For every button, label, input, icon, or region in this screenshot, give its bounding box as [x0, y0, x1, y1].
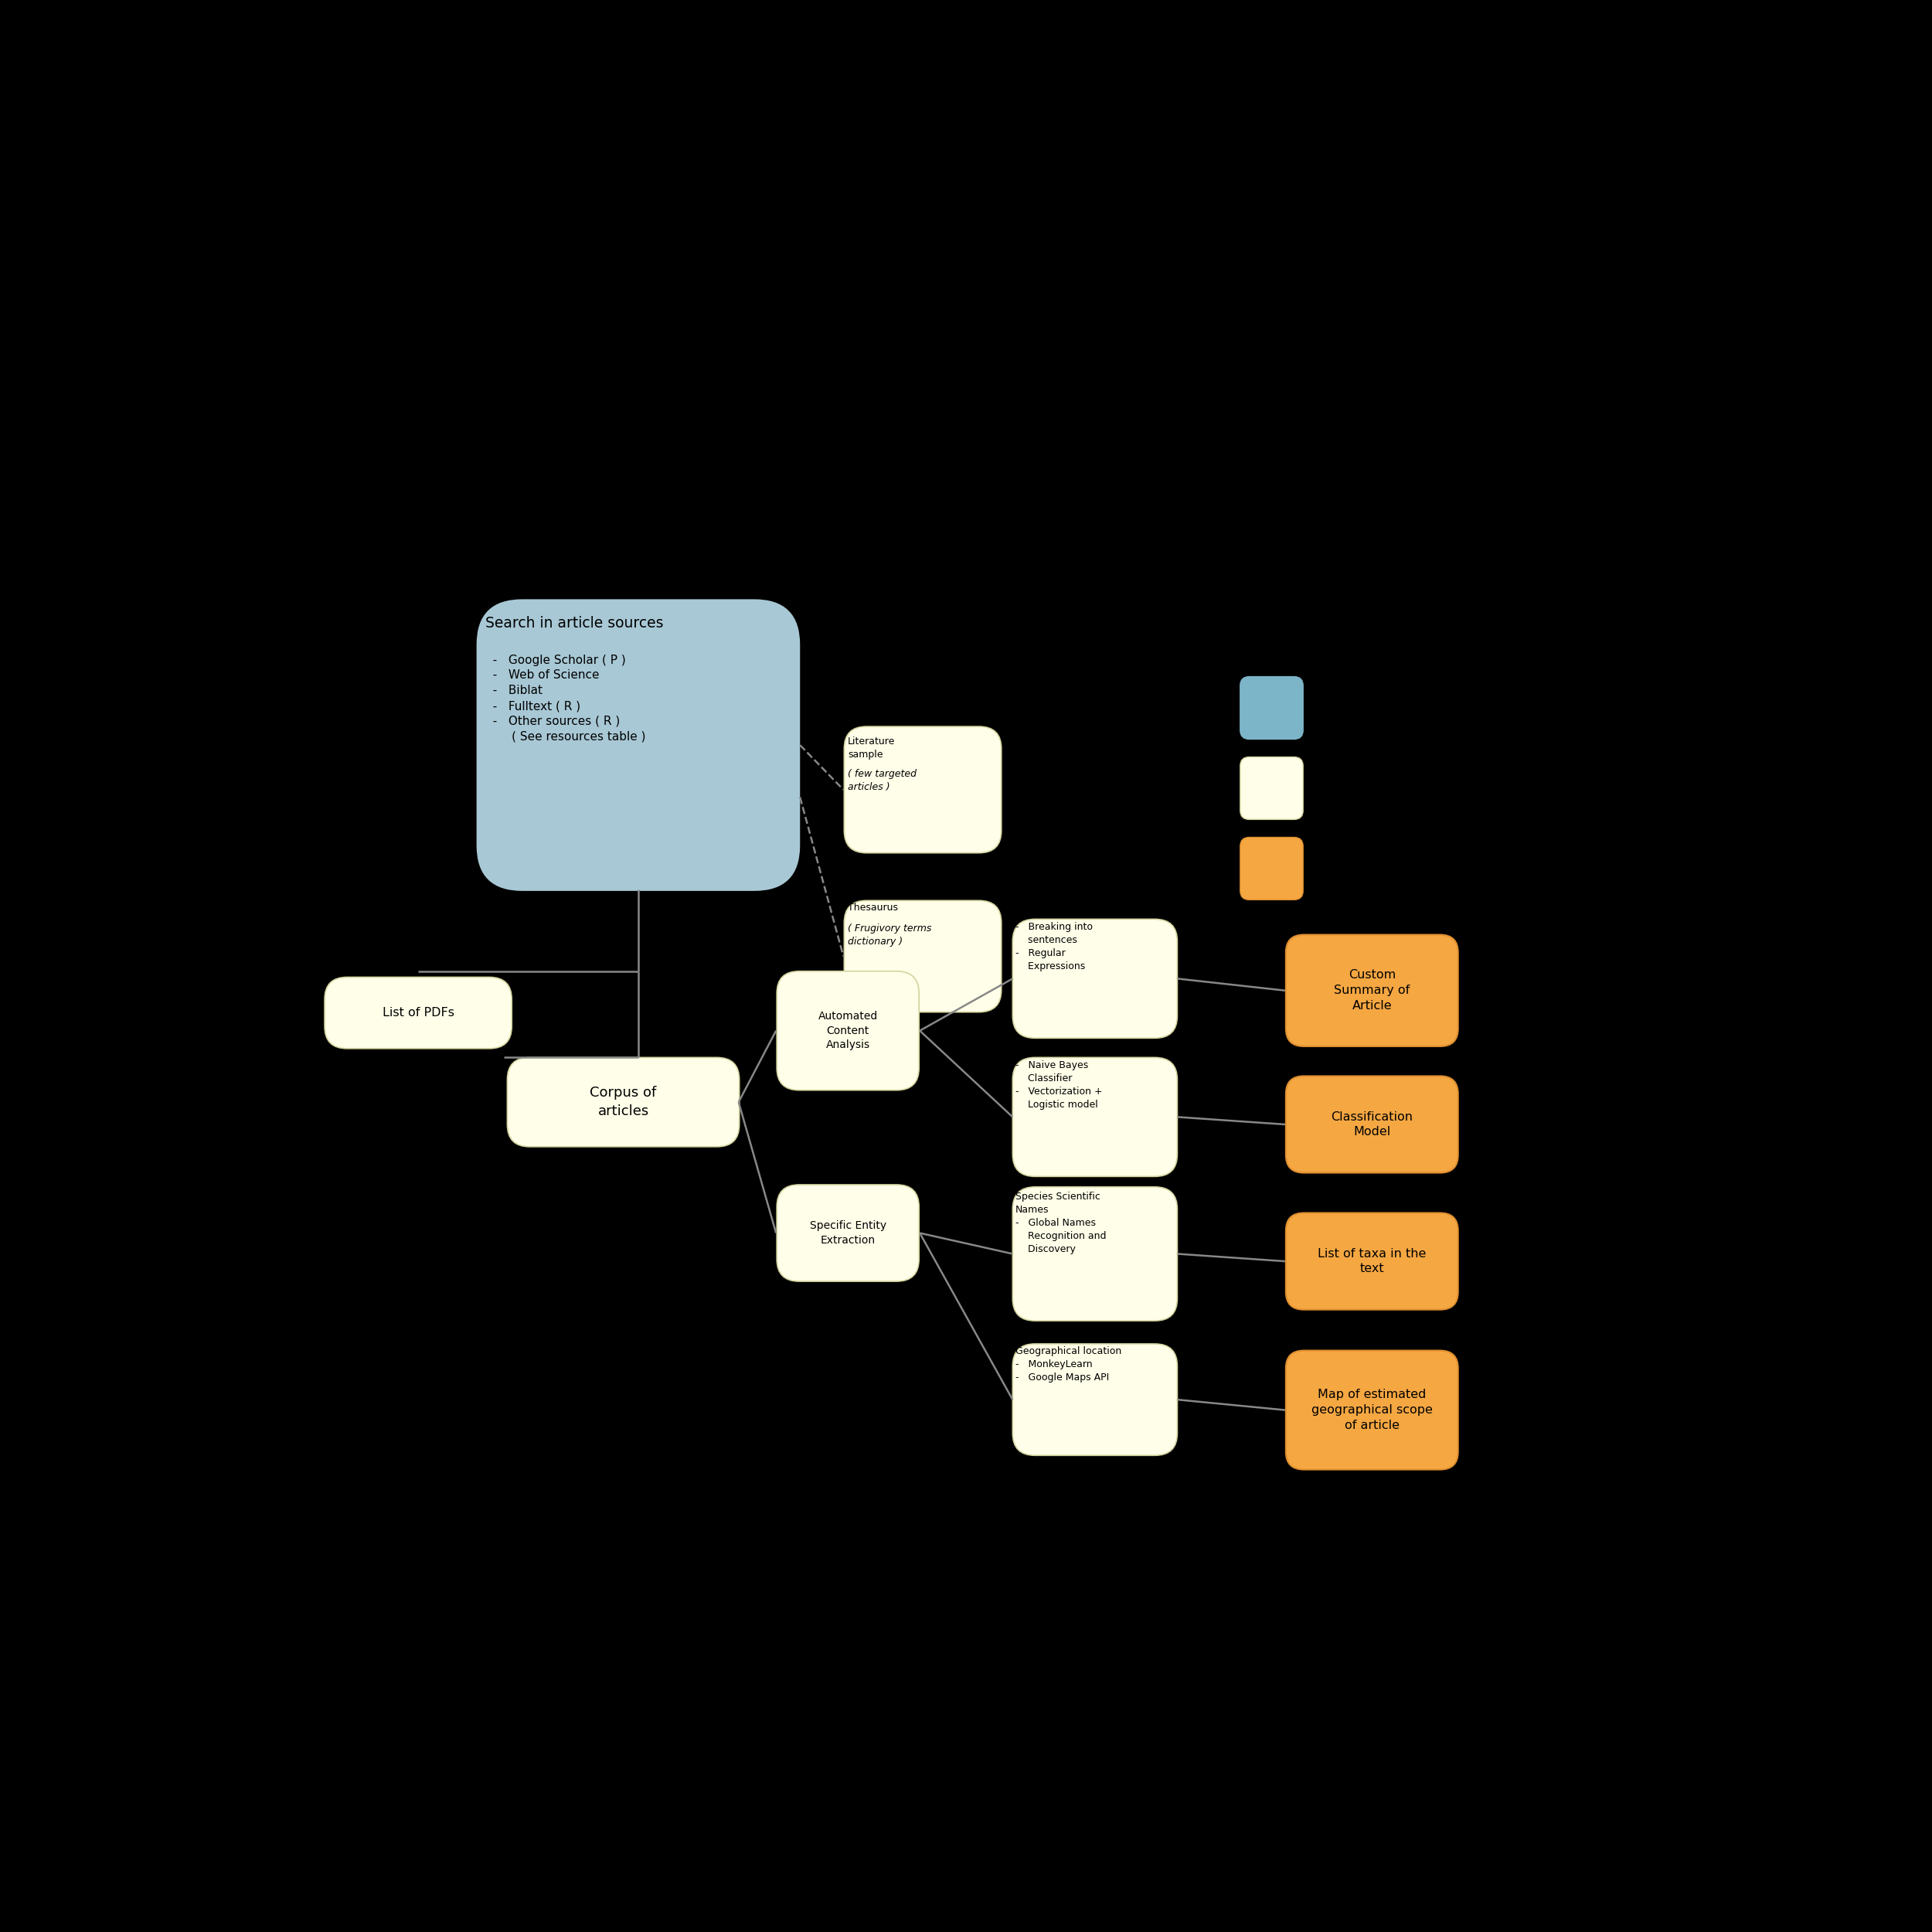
Text: Thesaurus: Thesaurus [848, 902, 898, 912]
Text: Geographical location
-   MonkeyLearn
-   Google Maps API: Geographical location - MonkeyLearn - Go… [1016, 1347, 1122, 1383]
FancyBboxPatch shape [325, 978, 512, 1049]
Text: Species Scientific
Names
-   Global Names
    Recognition and
    Discovery: Species Scientific Names - Global Names … [1016, 1192, 1107, 1254]
Text: ( few targeted
articles ): ( few targeted articles ) [848, 769, 916, 792]
FancyBboxPatch shape [1012, 1345, 1177, 1455]
FancyBboxPatch shape [844, 726, 1001, 852]
Text: -   Breaking into
    sentences
-   Regular
    Expressions: - Breaking into sentences - Regular Expr… [1016, 922, 1094, 972]
FancyBboxPatch shape [1287, 935, 1459, 1047]
FancyBboxPatch shape [1240, 757, 1302, 819]
FancyBboxPatch shape [1287, 1350, 1459, 1470]
FancyBboxPatch shape [1240, 676, 1302, 740]
Text: List of PDFs: List of PDFs [383, 1007, 454, 1018]
FancyBboxPatch shape [844, 900, 1001, 1012]
Text: Search in article sources: Search in article sources [485, 616, 665, 630]
Text: Custom
Summary of
Article: Custom Summary of Article [1333, 970, 1410, 1012]
Text: Specific Entity
Extraction: Specific Entity Extraction [810, 1221, 887, 1246]
FancyBboxPatch shape [777, 972, 920, 1090]
Text: Literature
sample: Literature sample [848, 736, 895, 759]
FancyBboxPatch shape [1287, 1076, 1459, 1173]
FancyBboxPatch shape [1012, 1186, 1177, 1321]
Text: -   Google Scholar ( P )
  -   Web of Science
  -   Biblat
  -   Fulltext ( R )
: - Google Scholar ( P ) - Web of Science … [485, 655, 645, 742]
FancyBboxPatch shape [508, 1057, 740, 1148]
Text: Automated
Content
Analysis: Automated Content Analysis [817, 1010, 877, 1051]
FancyBboxPatch shape [777, 1184, 920, 1281]
Text: -   Naive Bayes
    Classifier
-   Vectorization +
    Logistic model: - Naive Bayes Classifier - Vectorization… [1016, 1061, 1103, 1109]
Text: Classification
Model: Classification Model [1331, 1111, 1412, 1138]
FancyBboxPatch shape [477, 601, 800, 891]
Text: ( Frugivory terms
dictionary ): ( Frugivory terms dictionary ) [848, 923, 931, 947]
FancyBboxPatch shape [1240, 837, 1302, 900]
Text: List of taxa in the
text: List of taxa in the text [1318, 1248, 1426, 1275]
FancyBboxPatch shape [1012, 1057, 1177, 1177]
Text: Corpus of
articles: Corpus of articles [589, 1086, 657, 1119]
FancyBboxPatch shape [1012, 920, 1177, 1037]
Text: Map of estimated
geographical scope
of article: Map of estimated geographical scope of a… [1312, 1389, 1434, 1432]
FancyBboxPatch shape [1287, 1213, 1459, 1310]
